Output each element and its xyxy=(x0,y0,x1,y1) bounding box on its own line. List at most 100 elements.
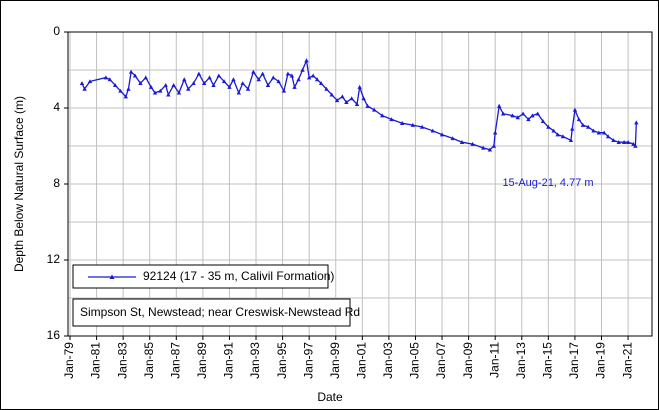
data-point xyxy=(419,124,425,129)
y-tick-label: 16 xyxy=(47,328,61,342)
data-point xyxy=(459,140,465,144)
x-tick-label: Jan-81 xyxy=(89,342,103,379)
data-point xyxy=(128,69,134,74)
x-tick-label: Jan-15 xyxy=(541,342,555,379)
data-point xyxy=(138,81,143,86)
data-point xyxy=(580,122,586,127)
data-point xyxy=(354,102,360,106)
data-point xyxy=(107,77,113,82)
data-point xyxy=(126,86,131,91)
data-point xyxy=(186,86,191,91)
data-point xyxy=(389,117,394,122)
data-point xyxy=(276,79,281,84)
data-point xyxy=(572,107,578,112)
data-point xyxy=(340,94,345,99)
data-point xyxy=(182,77,187,82)
data-point xyxy=(191,81,196,86)
data-point xyxy=(300,67,305,72)
data-point xyxy=(143,75,148,80)
data-point xyxy=(304,58,309,63)
data-point xyxy=(515,115,520,120)
legend-label: 92124 (17 - 35 m, Calivil Formation) xyxy=(143,269,334,283)
x-tick-label: Jan-85 xyxy=(142,342,156,379)
data-point xyxy=(357,84,362,89)
data-point xyxy=(152,90,158,95)
data-point xyxy=(621,140,627,144)
data-point xyxy=(510,113,515,118)
data-point xyxy=(530,113,535,118)
data-point xyxy=(148,84,154,89)
data-point xyxy=(176,90,182,95)
data-point xyxy=(158,88,163,93)
x-tick-label: Jan-97 xyxy=(301,342,315,379)
data-point xyxy=(207,75,212,80)
data-point xyxy=(365,103,370,108)
data-point xyxy=(601,130,607,135)
data-point xyxy=(334,98,340,103)
data-point xyxy=(520,111,526,116)
data-point xyxy=(231,77,236,82)
data-point xyxy=(245,86,251,91)
data-point xyxy=(349,96,354,101)
data-point xyxy=(487,147,493,152)
data-point xyxy=(329,92,334,97)
data-point xyxy=(289,73,295,78)
data-point xyxy=(292,84,297,89)
data-point xyxy=(271,75,276,80)
legend: 92124 (17 - 35 m, Calivil Formation) xyxy=(72,264,334,289)
x-tick-label: Jan-01 xyxy=(354,342,368,379)
data-point xyxy=(285,71,291,76)
x-tick-label: Jan-13 xyxy=(514,342,528,379)
plot-border xyxy=(67,31,653,337)
data-point xyxy=(399,121,405,125)
data-point xyxy=(227,84,232,89)
x-tick-label: Jan-89 xyxy=(195,342,209,379)
data-point xyxy=(576,117,582,122)
data-point xyxy=(616,140,621,144)
data-point xyxy=(596,130,602,135)
x-tick-label: Jan-09 xyxy=(461,342,475,379)
x-tick-label: Jan-91 xyxy=(222,342,236,379)
data-point xyxy=(631,141,636,146)
data-point xyxy=(634,120,639,125)
data-point xyxy=(344,100,349,105)
data-point xyxy=(256,77,261,82)
data-point xyxy=(296,77,301,82)
x-tick-label: Jan-19 xyxy=(594,342,608,379)
data-point xyxy=(570,126,575,131)
data-point xyxy=(625,140,631,144)
data-point xyxy=(560,134,566,139)
data-point xyxy=(568,138,574,143)
data-point xyxy=(118,88,123,93)
data-point xyxy=(551,128,556,133)
data-point xyxy=(211,83,216,87)
data-point xyxy=(526,117,531,122)
data-point xyxy=(103,75,109,80)
data-point xyxy=(260,71,265,76)
y-tick-label: 8 xyxy=(53,176,60,190)
data-point xyxy=(470,141,475,146)
y-tick-label: 0 xyxy=(53,24,60,38)
data-point xyxy=(216,73,222,78)
data-point xyxy=(171,83,176,87)
legend-box xyxy=(72,264,329,289)
data-point xyxy=(310,73,316,78)
data-point xyxy=(236,90,241,95)
x-tick-label: Jan-95 xyxy=(275,342,289,379)
data-point xyxy=(450,136,455,141)
x-tick-label: Jan-07 xyxy=(434,342,448,379)
data-point xyxy=(112,83,118,87)
data-point xyxy=(493,130,498,135)
y-axis-label: Depth Below Natural Surface (m) xyxy=(12,96,26,272)
data-point xyxy=(496,103,502,108)
x-tick-label: Jan-93 xyxy=(248,342,262,379)
data-point xyxy=(221,79,227,84)
x-tick-label: Jan-21 xyxy=(620,342,634,379)
data-point xyxy=(535,111,540,116)
data-point xyxy=(82,86,87,91)
data-point xyxy=(481,145,486,150)
data-point xyxy=(410,122,416,127)
x-tick-label: Jan-03 xyxy=(381,342,395,379)
x-tick-label: Jan-87 xyxy=(168,342,182,379)
